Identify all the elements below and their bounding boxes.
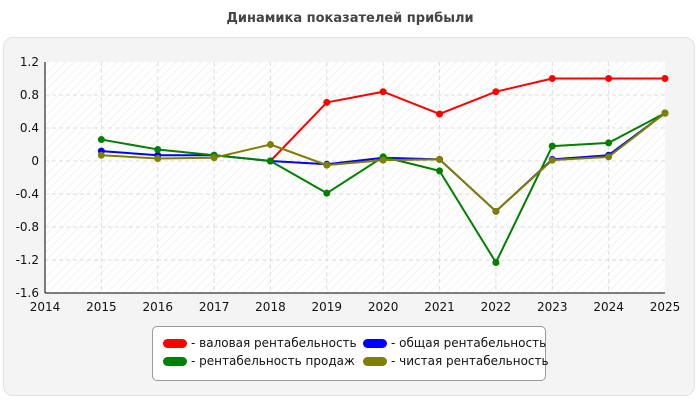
series-4	[97, 109, 669, 215]
chart-title: Динамика показателей прибыли	[226, 11, 474, 26]
data-point	[492, 207, 500, 215]
data-point	[379, 156, 387, 164]
x-tick-label: 2016	[142, 300, 173, 314]
legend-item-sales-margin[interactable]: - рентабельность продаж	[163, 354, 355, 368]
x-tick-label: 2018	[255, 300, 286, 314]
x-tick-label: 2014	[30, 300, 61, 314]
x-tick-label: 2025	[650, 300, 681, 314]
data-point	[210, 154, 218, 162]
data-point	[605, 139, 613, 147]
x-tick-label: 2019	[312, 300, 343, 314]
data-point	[492, 88, 500, 96]
y-tick-label: -1.6	[16, 286, 39, 300]
y-tick-label: 0	[31, 154, 39, 168]
chart-legend: - валовая рентабельность - общая рентабе…	[152, 326, 549, 381]
x-tick-label: 2015	[86, 300, 117, 314]
x-tick-label: 2023	[537, 300, 568, 314]
series-line	[269, 77, 665, 162]
x-tick-label: 2024	[593, 300, 624, 314]
data-point	[266, 141, 274, 148]
data-point	[436, 110, 444, 118]
legend-label: - валовая рентабельность	[191, 336, 357, 350]
data-point	[436, 167, 444, 175]
axes	[44, 62, 665, 294]
legend-swatch-blue	[363, 338, 387, 348]
data-point	[323, 98, 331, 106]
data-point	[97, 151, 105, 159]
data-point	[661, 75, 669, 82]
data-point	[266, 157, 274, 165]
legend-label: - рентабельность продаж	[191, 354, 355, 368]
data-point	[323, 161, 331, 169]
data-point	[492, 258, 500, 266]
legend-swatch-olive	[363, 356, 387, 366]
y-tick-label: 0.4	[20, 121, 39, 135]
legend-swatch-green	[163, 356, 187, 366]
data-point	[154, 155, 162, 163]
legend-item-net-margin[interactable]: - чистая рентабельность	[363, 354, 549, 368]
data-point	[605, 75, 613, 82]
data-point	[661, 109, 669, 117]
x-tick-label: 2021	[424, 300, 455, 314]
data-point	[548, 75, 556, 82]
legend-label: - чистая рентабельность	[391, 354, 549, 368]
data-point	[548, 156, 556, 164]
legend-label: - общая рентабельность	[391, 336, 547, 350]
data-point	[97, 136, 105, 144]
legend-item-gross-margin[interactable]: - валовая рентабельность	[163, 336, 357, 350]
legend-item-total-margin[interactable]: - общая рентабельность	[363, 336, 546, 350]
plot-area	[45, 62, 665, 293]
legend-swatch-red	[163, 338, 187, 348]
x-tick-label: 2017	[199, 300, 230, 314]
data-point	[379, 88, 387, 96]
x-tick-label: 2020	[368, 300, 399, 314]
y-tick-label: 1.2	[20, 55, 39, 69]
data-point	[154, 145, 162, 153]
data-point	[548, 142, 556, 150]
data-point	[605, 153, 613, 161]
data-point	[436, 155, 444, 163]
y-tick-label: -0.8	[16, 220, 39, 234]
y-tick-label: -0.4	[16, 187, 39, 201]
y-tick-label: 0.8	[20, 88, 39, 102]
data-point	[323, 189, 331, 197]
y-tick-label: -1.2	[16, 253, 39, 267]
x-tick-label: 2022	[481, 300, 512, 314]
series-lines	[97, 75, 669, 266]
